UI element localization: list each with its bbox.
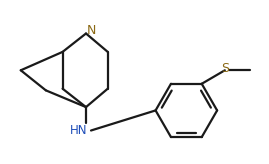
Text: N: N [86,24,96,37]
Text: S: S [221,62,229,75]
Text: HN: HN [70,124,87,137]
